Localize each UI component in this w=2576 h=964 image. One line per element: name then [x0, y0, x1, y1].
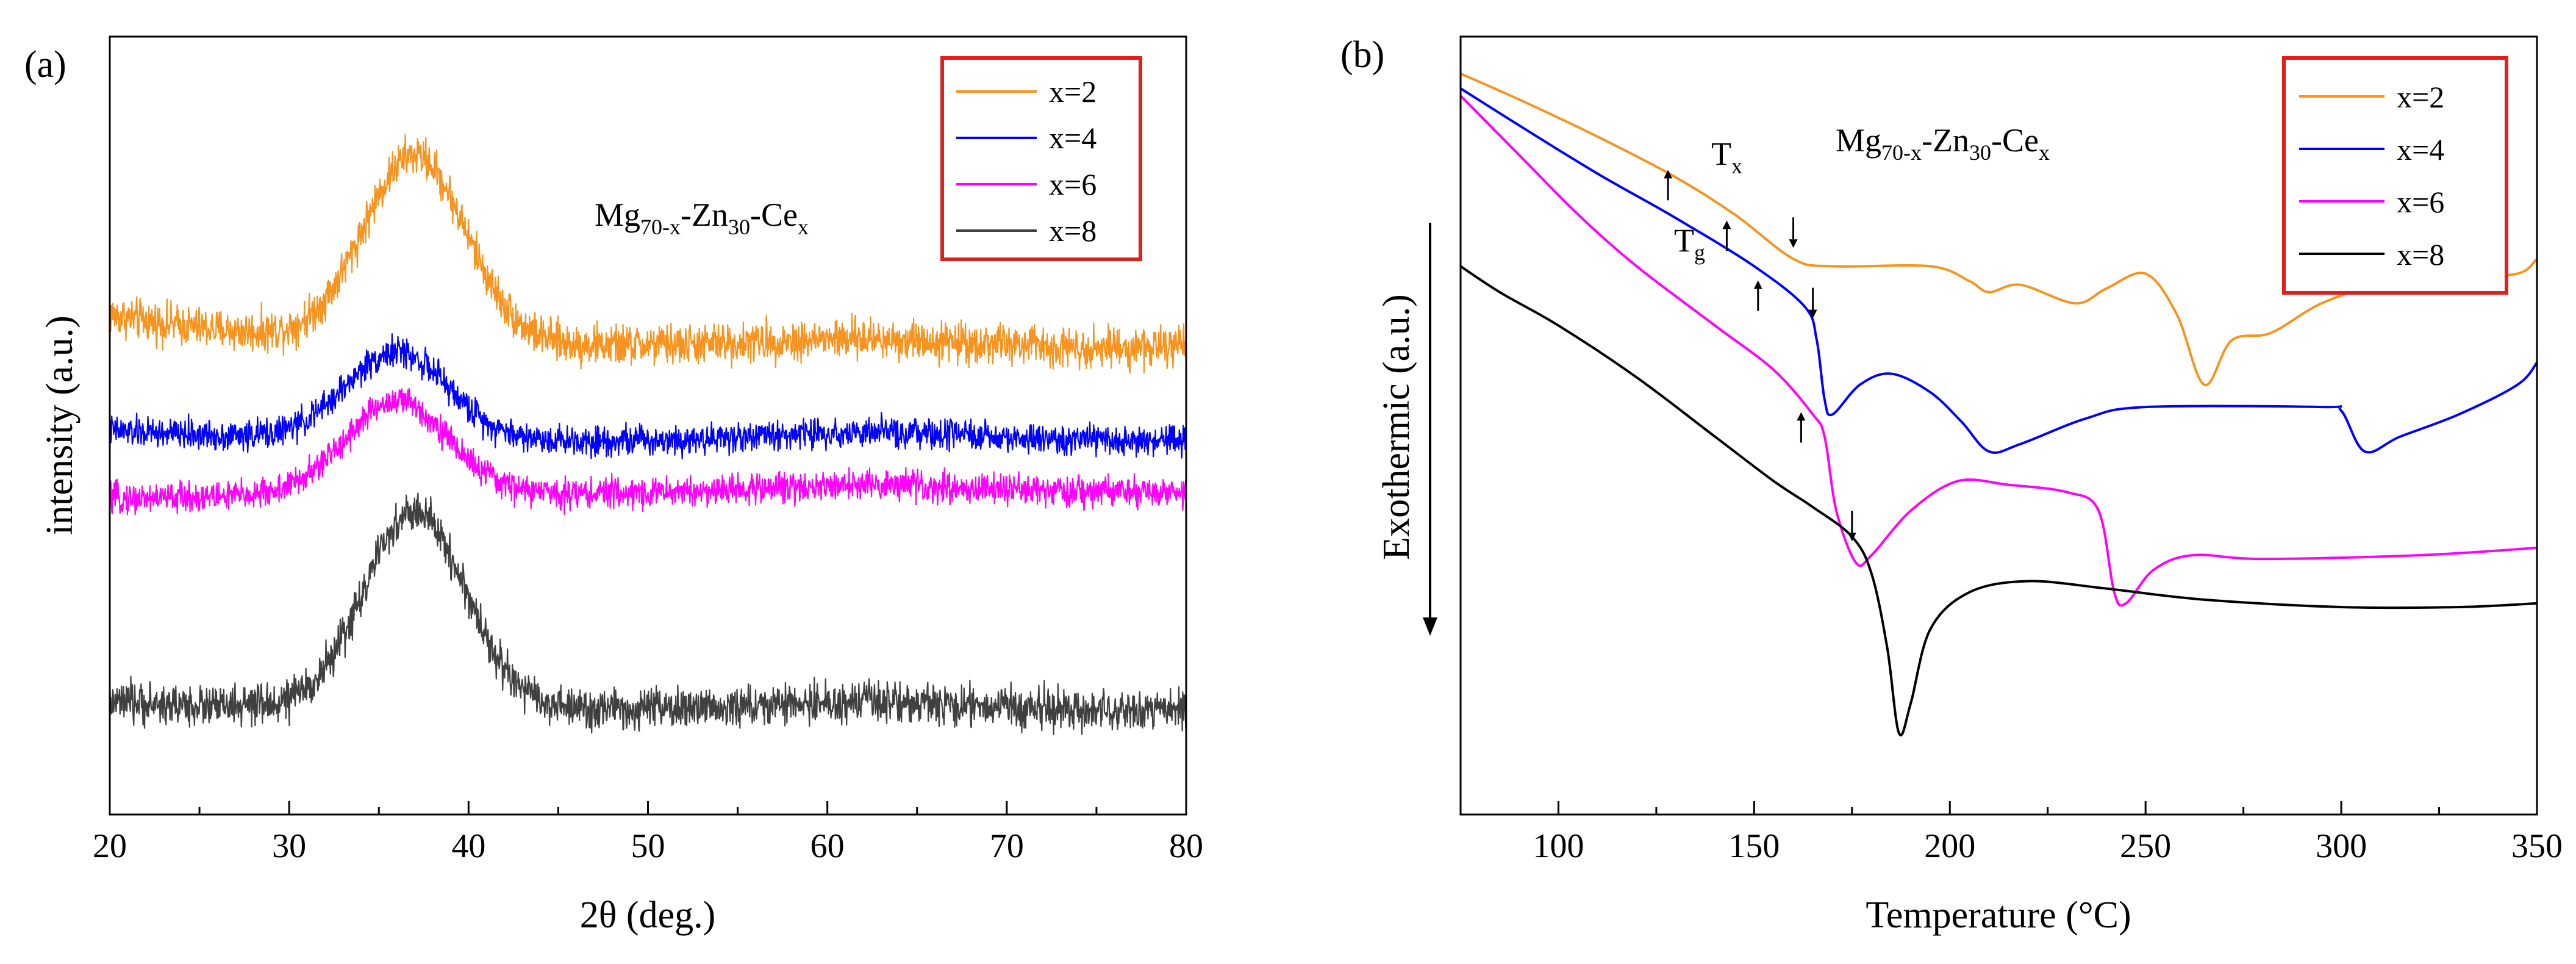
- x-tick-label: 40: [451, 827, 485, 865]
- tg-marker-x=6: [1797, 412, 1806, 443]
- legend-label-x=6: x=6: [1049, 167, 1097, 201]
- x-tick-label: 250: [2120, 827, 2171, 865]
- x-tick-label: 150: [1728, 827, 1780, 865]
- x-tick-label: 50: [631, 827, 665, 865]
- legend-label-x=4: x=4: [2397, 132, 2444, 167]
- x-tick-label: 80: [1169, 827, 1203, 865]
- tg-label-arrow: [1664, 170, 1673, 201]
- panel-a-xrd-chart: (a) 20 30 40 50 60 70 80 2θ (deg.) intensity (…: [24, 35, 1203, 936]
- panel-b-composition-annotation: Mg70-x-Zn30-Cex: [1836, 122, 2050, 165]
- panel-a-composition-annotation: Mg70-x-Zn30-Cex: [595, 196, 809, 239]
- series-line-x=8: [1459, 265, 2538, 736]
- series-line-x=4: [109, 333, 1187, 459]
- x-tick-label: 100: [1533, 827, 1584, 865]
- tg-marker-x=4: [1753, 280, 1762, 311]
- panel-b-x-axis-label: Temperature (°C): [1866, 894, 2131, 936]
- panel-a-x-axis-label: 2θ (deg.): [580, 894, 716, 936]
- series-line-x=6: [109, 387, 1187, 516]
- tx-marker-x=4: [1808, 287, 1817, 318]
- x-tick-label: 60: [810, 827, 845, 865]
- series-line-x=2: [109, 134, 1187, 374]
- x-tick-label: 20: [93, 827, 127, 865]
- tx-marker-x=2: [1789, 217, 1798, 248]
- series-line-x=6: [1459, 95, 2538, 607]
- panel-b-legend: x=2 x=4 x=6 x=8: [2282, 56, 2508, 295]
- exothermic-direction-arrow: [1423, 223, 1437, 636]
- panel-a-tag: (a): [24, 44, 66, 85]
- tx-label: Tx: [1711, 135, 1742, 178]
- x-tick-label: 300: [2316, 827, 2367, 865]
- x-tick-label: 30: [272, 827, 306, 865]
- tg-label: Tg: [1674, 222, 1705, 265]
- panel-a-legend: x=2 x=4 x=6 x=8: [940, 56, 1142, 261]
- x-tick-label: 350: [2511, 827, 2563, 865]
- legend-label-x=4: x=4: [1049, 121, 1097, 155]
- series-line-x=4: [1459, 87, 2538, 454]
- panel-b-dsc-chart: (b) 100 150 200 250 300 350 Temperature (°C) …: [1340, 34, 2563, 936]
- x-tick-label: 200: [1924, 827, 1975, 865]
- panel-b-y-axis-label: Exothermic (a.u.): [1376, 294, 1417, 560]
- legend-label-x=8: x=8: [2397, 237, 2444, 272]
- panel-b-tag: (b): [1340, 34, 1384, 76]
- panel-a-y-axis-label: intensity (a.u.): [39, 315, 80, 535]
- legend-label-x=2: x=2: [1049, 74, 1097, 109]
- legend-label-x=6: x=6: [2397, 185, 2444, 219]
- legend-label-x=2: x=2: [2397, 80, 2444, 114]
- panel-b-axes-frame: [1459, 35, 2538, 816]
- x-tick-label: 70: [990, 827, 1024, 865]
- tg-marker-x=2: [1722, 220, 1731, 251]
- legend-label-x=8: x=8: [1049, 214, 1097, 248]
- tx-marker-x=6: [1847, 511, 1856, 542]
- series-line-x=2: [1460, 72, 2538, 386]
- series-line-x=8: [109, 492, 1187, 735]
